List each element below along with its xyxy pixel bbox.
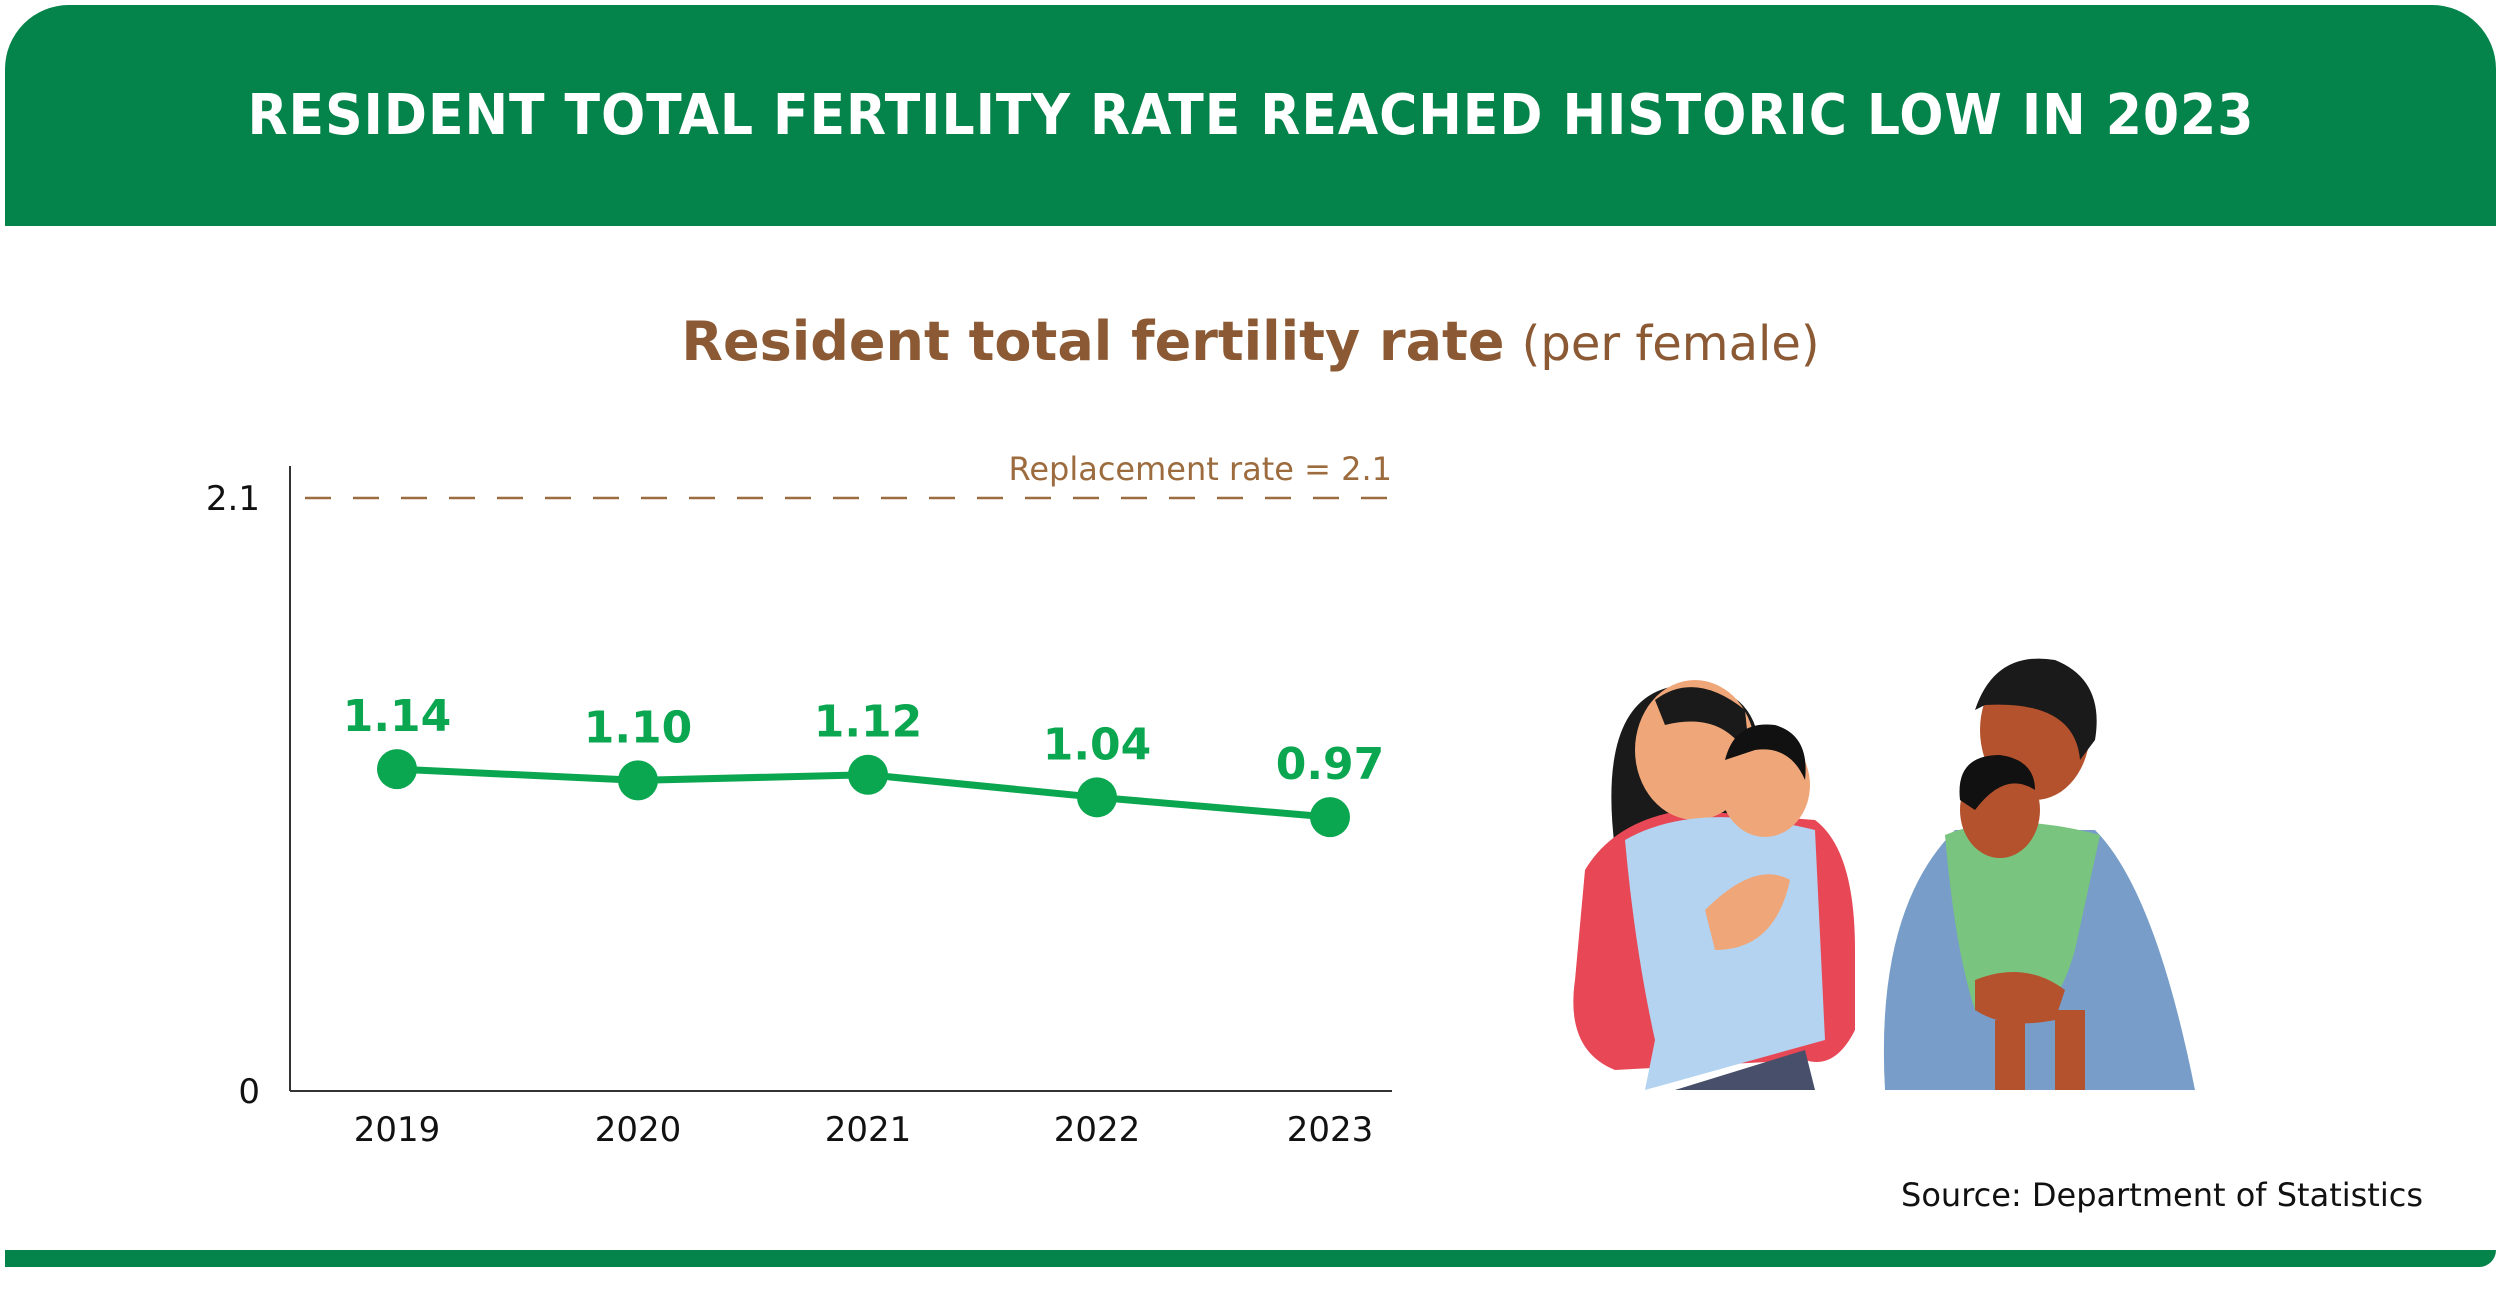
- header-banner: RESIDENT TOTAL FERTILITY RATE REACHED HI…: [5, 5, 2496, 226]
- x-tick-label: 2023: [1287, 1110, 1374, 1150]
- y-tick-label: 0: [238, 1072, 260, 1112]
- bottom-bar: [5, 1250, 2496, 1267]
- data-label: 1.14: [343, 691, 452, 742]
- source-note: Source: Department of Statistics: [1901, 1176, 2423, 1214]
- data-label: 1.10: [584, 702, 693, 753]
- data-point: [1077, 777, 1117, 818]
- data-point: [377, 749, 417, 790]
- x-tick-label: 2020: [595, 1110, 682, 1150]
- data-label: 0.97: [1276, 739, 1385, 790]
- data-label: 1.04: [1043, 719, 1152, 770]
- family-illustration: [1573, 658, 2195, 1090]
- data-point: [618, 760, 658, 801]
- data-point: [1310, 797, 1350, 838]
- x-tick-label: 2022: [1054, 1110, 1141, 1150]
- chart-title-unit: (per female): [1521, 316, 1820, 372]
- chart-title: Resident total fertility rate (per femal…: [0, 310, 2501, 373]
- mother-figure: [1573, 680, 1855, 1090]
- data-label: 1.12: [814, 697, 923, 748]
- x-tick-label: 2019: [354, 1110, 441, 1150]
- data-point: [848, 754, 888, 795]
- x-tick-label: 2021: [825, 1110, 912, 1150]
- chart-title-text: Resident total fertility rate: [681, 310, 1505, 373]
- y-tick-label: 2.1: [206, 479, 260, 519]
- page-title: RESIDENT TOTAL FERTILITY RATE REACHED HI…: [247, 83, 2254, 148]
- father-figure: [1883, 658, 2195, 1090]
- replacement-rate-label: Replacement rate = 2.1: [1009, 450, 1392, 488]
